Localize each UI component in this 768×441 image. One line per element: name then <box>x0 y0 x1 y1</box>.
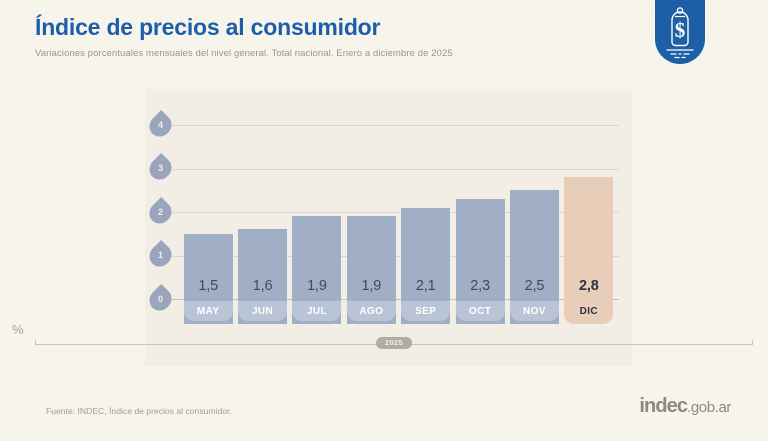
y-axis-tick-3: 3 <box>144 152 177 185</box>
bar-value-sep: 2,1 <box>415 278 436 294</box>
year-label: 2025 <box>376 337 412 349</box>
month-label-jun[interactable]: JUN <box>238 301 288 321</box>
y-axis-tick-0: 0 <box>144 283 177 315</box>
y-axis-tick-4: 4 <box>144 109 177 141</box>
header: Índice de precios al consumidor Variacio… <box>35 14 635 59</box>
y-axis-tick-label: 3 <box>157 163 164 174</box>
svg-text:$: $ <box>675 18 686 42</box>
month-label-oct[interactable]: OCT <box>455 301 505 321</box>
y-axis-tick-1: 1 <box>144 239 177 272</box>
month-label-may[interactable]: MAY <box>183 301 233 321</box>
bar-value-jul: 1,9 <box>307 278 327 294</box>
y-axis-tick-2: 2 <box>144 196 177 228</box>
y-axis-tick-label: 2 <box>157 206 164 217</box>
page-title: Índice de precios al consumidor <box>35 14 381 40</box>
bar-value-nov: 2,5 <box>524 278 545 294</box>
bar-value-jun: 1,6 <box>252 278 273 294</box>
year-axis-tick-left <box>35 340 36 345</box>
x-axis-year-bracket: 2025 <box>35 337 753 349</box>
bar-dic[interactable] <box>564 177 614 324</box>
year-axis-tick-right <box>752 340 753 345</box>
month-label-jul[interactable]: JUL <box>292 301 342 321</box>
bar-chart-plot: 0 1 2 3 4 1,5 MAY 1,6 JUN 1,9 JUL 1,9 AGO 2,1 SEP 2,3 OC… <box>144 89 632 366</box>
bar-value-dic: 2,8 <box>579 278 599 294</box>
y-axis-tick-label: 0 <box>157 293 164 304</box>
bar-value-oct: 2,3 <box>470 278 490 294</box>
site-logo-light: .gob.ar <box>687 399 731 416</box>
month-label-sep[interactable]: SEP <box>401 301 451 321</box>
month-label-ago[interactable]: AGO <box>346 301 396 321</box>
bar-series: 1,5 MAY 1,6 JUN 1,9 JUL 1,9 AGO 2,1 SEP 2,3 OCT 2,5 N… <box>181 89 616 366</box>
bar-value-may: 1,5 <box>198 278 218 294</box>
indec-website-logo[interactable]: indec.gob.ar <box>639 396 731 416</box>
y-axis-unit-label: % <box>12 322 24 337</box>
chart-panel: 0 1 2 3 4 1,5 MAY 1,6 JUN 1,9 JUL 1,9 AGO 2,1 SEP 2,3 OC… <box>144 89 632 366</box>
site-logo-strong: indec <box>639 395 688 417</box>
price-tag-dollar-icon: $ <box>666 7 694 59</box>
bar-value-ago: 1,9 <box>361 278 382 294</box>
gridline-4 <box>172 125 619 126</box>
indec-crest-logo: $ <box>655 0 705 64</box>
month-label-nov[interactable]: NOV <box>509 301 559 321</box>
gridline-2 <box>172 212 619 213</box>
source-note: Fuente: INDEC, Índice de precios al cons… <box>46 406 232 416</box>
month-label-dic[interactable]: DIC <box>564 301 614 321</box>
page-subtitle: Variaciones porcentuales mensuales del n… <box>35 48 453 60</box>
gridline-3 <box>172 168 619 170</box>
y-axis-tick-label: 4 <box>157 119 164 130</box>
y-axis-tick-label: 1 <box>157 250 164 261</box>
